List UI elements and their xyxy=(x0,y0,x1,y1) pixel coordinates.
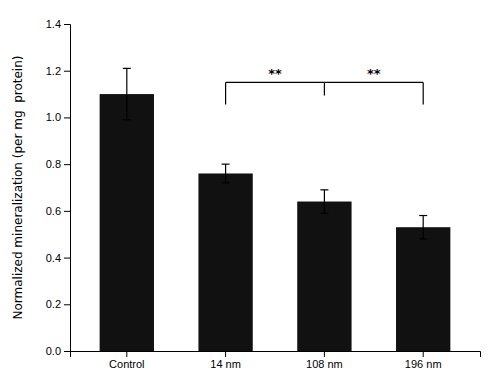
y-tick: 0.6 xyxy=(46,205,70,217)
y-tick-label: 0.8 xyxy=(46,158,61,170)
bar xyxy=(198,173,252,351)
error-cap xyxy=(123,68,131,69)
plot: 0.0 0.2 0.4 0.6 0.8 1.0 1.2 1.4 Control 14 nm 108 … xyxy=(46,18,481,370)
error-cap xyxy=(222,164,230,165)
significance-label: ** xyxy=(367,66,381,81)
bar xyxy=(396,227,450,351)
error-bar xyxy=(419,216,427,239)
y-tick-line xyxy=(64,304,70,305)
y-tick-line xyxy=(64,351,70,352)
y-tick: 1.0 xyxy=(46,111,70,123)
error-cap xyxy=(419,238,427,239)
x-tick-label: 196 nm xyxy=(405,358,442,370)
x-tick: 108 nm xyxy=(306,351,343,370)
error-bar xyxy=(222,164,230,183)
error-cap xyxy=(419,215,427,216)
error-cap xyxy=(222,182,230,183)
bracket-drop xyxy=(225,82,226,104)
y-tick-line xyxy=(64,117,70,118)
x-tick-label: 108 nm xyxy=(306,358,343,370)
y-tick: 0.0 xyxy=(46,345,70,357)
x-tick-label: 14 nm xyxy=(210,358,241,370)
x-tick-label: Control xyxy=(109,358,144,370)
y-tick-label: 0.0 xyxy=(46,345,61,357)
error-cap xyxy=(320,189,328,190)
y-tick-label: 0.4 xyxy=(46,252,61,264)
error-stem xyxy=(423,216,424,239)
error-bar xyxy=(320,190,328,213)
x-tick-line xyxy=(126,351,127,357)
x-tick-line xyxy=(423,351,424,357)
error-bar xyxy=(123,68,131,119)
error-cap xyxy=(320,213,328,214)
y-tick: 0.2 xyxy=(46,298,70,310)
y-axis-title: Normalized mineralization (per mg protei… xyxy=(11,56,25,320)
marks xyxy=(100,68,451,351)
error-stem xyxy=(126,68,127,119)
y-tick-line xyxy=(64,211,70,212)
y-axis: 0.0 0.2 0.4 0.6 0.8 1.0 1.2 1.4 xyxy=(46,18,71,357)
x-tick: 196 nm xyxy=(405,351,442,370)
y-tick: 1.2 xyxy=(46,65,70,77)
y-tick-line xyxy=(64,164,70,165)
bracket-line xyxy=(324,82,423,83)
y-axis-line xyxy=(64,25,71,352)
annotations: ** ** xyxy=(226,66,424,104)
bar xyxy=(100,94,154,351)
x-tick-line xyxy=(225,351,226,357)
y-tick-label: 1.2 xyxy=(46,65,61,77)
x-tick: Control xyxy=(109,351,144,370)
y-tick-label: 1.4 xyxy=(46,18,61,30)
y-tick-line xyxy=(64,71,70,72)
y-tick-label: 0.6 xyxy=(46,205,61,217)
x-axis-line xyxy=(71,352,481,358)
x-tick: 14 nm xyxy=(210,351,241,370)
error-cap xyxy=(123,119,131,120)
x-axis: Control 14 nm 108 nm 196 nm xyxy=(71,351,481,370)
bar xyxy=(297,202,351,351)
significance-label: ** xyxy=(268,66,282,81)
y-tick: 0.4 xyxy=(46,252,70,264)
bracket-drop xyxy=(423,82,424,104)
y-tick-label: 1.0 xyxy=(46,111,61,123)
error-stem xyxy=(324,190,325,213)
y-tick-line xyxy=(64,258,70,259)
error-stem xyxy=(225,164,226,183)
y-tick: 0.8 xyxy=(46,158,70,170)
bracket-line xyxy=(226,82,325,83)
y-tick: 1.4 xyxy=(46,18,70,30)
x-tick-line xyxy=(324,351,325,357)
y-tick-line xyxy=(64,24,70,25)
y-tick-label: 0.2 xyxy=(46,298,61,310)
bracket-drop xyxy=(324,82,325,95)
chart: 0.0 0.2 0.4 0.6 0.8 1.0 1.2 1.4 Control 14 nm 108 … xyxy=(0,0,500,387)
